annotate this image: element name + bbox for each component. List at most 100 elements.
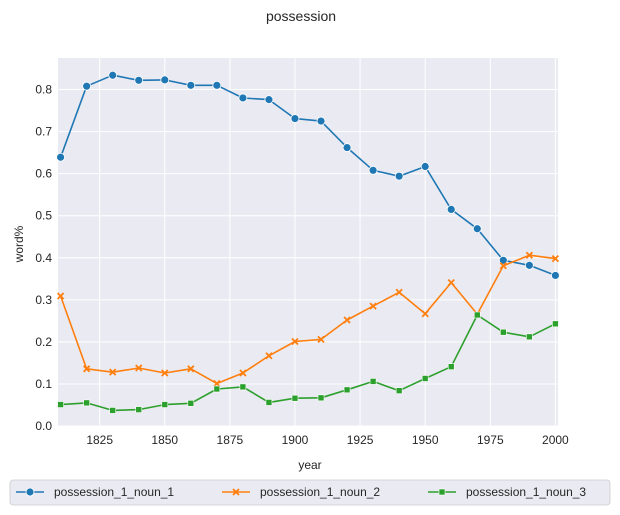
legend-marker [438,488,446,496]
data-point [109,368,117,376]
data-point [317,394,325,402]
data-point [135,364,143,372]
data-point [342,143,352,152]
data-point [134,75,144,85]
legend-marker [25,487,35,497]
data-point [56,152,66,162]
y-tick-label: 0.1 [35,377,52,391]
legend-entry-3: possession_1_noun_3 [428,485,586,499]
data-point [368,165,378,175]
chart-title: possession [266,8,336,24]
data-point [161,401,169,408]
data-point [291,337,299,346]
data-point [187,399,195,407]
data-point [291,394,299,402]
legend-entry-2: possession_1_noun_2 [222,485,380,499]
data-point [239,369,247,377]
data-point [369,378,377,385]
legend-label: possession_1_noun_2 [260,485,380,499]
y-tick-label: 0.2 [35,335,52,349]
x-tick-label: 1875 [217,433,244,447]
data-point [369,302,377,310]
legend-label: possession_1_noun_3 [466,485,586,499]
data-point [472,224,482,234]
data-point [316,116,326,126]
data-point [551,254,560,263]
data-point [213,385,221,393]
legend-entry-1: possession_1_noun_1 [16,485,174,499]
y-tick-label: 0.5 [35,209,52,223]
series-line [60,314,556,412]
x-tick-label: 1850 [151,433,178,447]
data-point [264,95,274,105]
data-point [212,80,222,90]
data-point [446,205,456,214]
data-point [238,93,248,103]
y-tick-label: 0.8 [35,83,52,97]
x-axis-label: year [298,458,321,472]
data-point [420,162,430,171]
data-point [186,80,196,90]
x-tick-label: 1900 [282,433,309,447]
y-tick-label: 0.0 [35,419,52,433]
data-point [524,260,534,270]
data-point [447,363,455,370]
x-tick-label: 1975 [477,433,504,447]
x-tick-label: 2000 [542,433,569,447]
series-1 [56,70,560,280]
plot-area [58,58,558,426]
data-point [213,379,221,388]
data-point [135,406,143,413]
data-point [552,320,559,328]
data-point [395,288,403,296]
legend-box [9,479,611,506]
y-axis-label: word% [12,225,26,263]
data-point [526,333,533,341]
data-point [394,171,404,181]
y-tick-label: 0.6 [35,167,52,181]
data-point [317,335,325,343]
legend-marker [232,488,240,496]
data-point [499,262,507,270]
data-point [525,251,533,259]
series-2 [56,251,560,388]
legend: possession_1_noun_1 possession_1_noun_2 po… [9,479,611,506]
data-point [500,328,507,336]
y-tick-label: 0.4 [35,251,52,265]
data-point [473,311,481,319]
data-point [343,386,351,394]
y-tick-label: 0.3 [35,293,52,307]
x-axis: 1825 1850 1875 1900 1925 1950 1975 2000 [86,433,569,447]
data-point [343,316,351,324]
data-point [161,369,169,377]
data-point [160,75,170,85]
data-point [395,387,403,394]
series-layer [56,70,560,414]
data-point [265,352,273,360]
y-axis: 0.0 0.1 0.2 0.3 0.4 0.5 0.6 0.7 0.8 [35,83,52,433]
data-point [290,114,300,123]
data-point [83,399,90,407]
data-point [83,365,91,373]
legend-label: possession_1_noun_1 [54,485,174,499]
data-point [421,375,429,382]
series-3 [57,311,559,414]
data-point [498,255,508,265]
data-point [550,271,560,280]
data-point [82,81,92,91]
grid-lines [58,58,558,427]
series-line [59,254,556,385]
data-point [239,383,247,391]
data-point [108,70,118,80]
data-point [447,278,455,287]
data-point [109,407,116,414]
data-point [187,365,195,373]
data-point [265,399,273,406]
data-point [421,310,429,318]
x-tick-label: 1825 [86,433,113,447]
x-tick-label: 1925 [347,433,374,447]
data-point [56,292,65,300]
data-point [57,401,64,408]
x-tick-label: 1950 [412,433,439,447]
